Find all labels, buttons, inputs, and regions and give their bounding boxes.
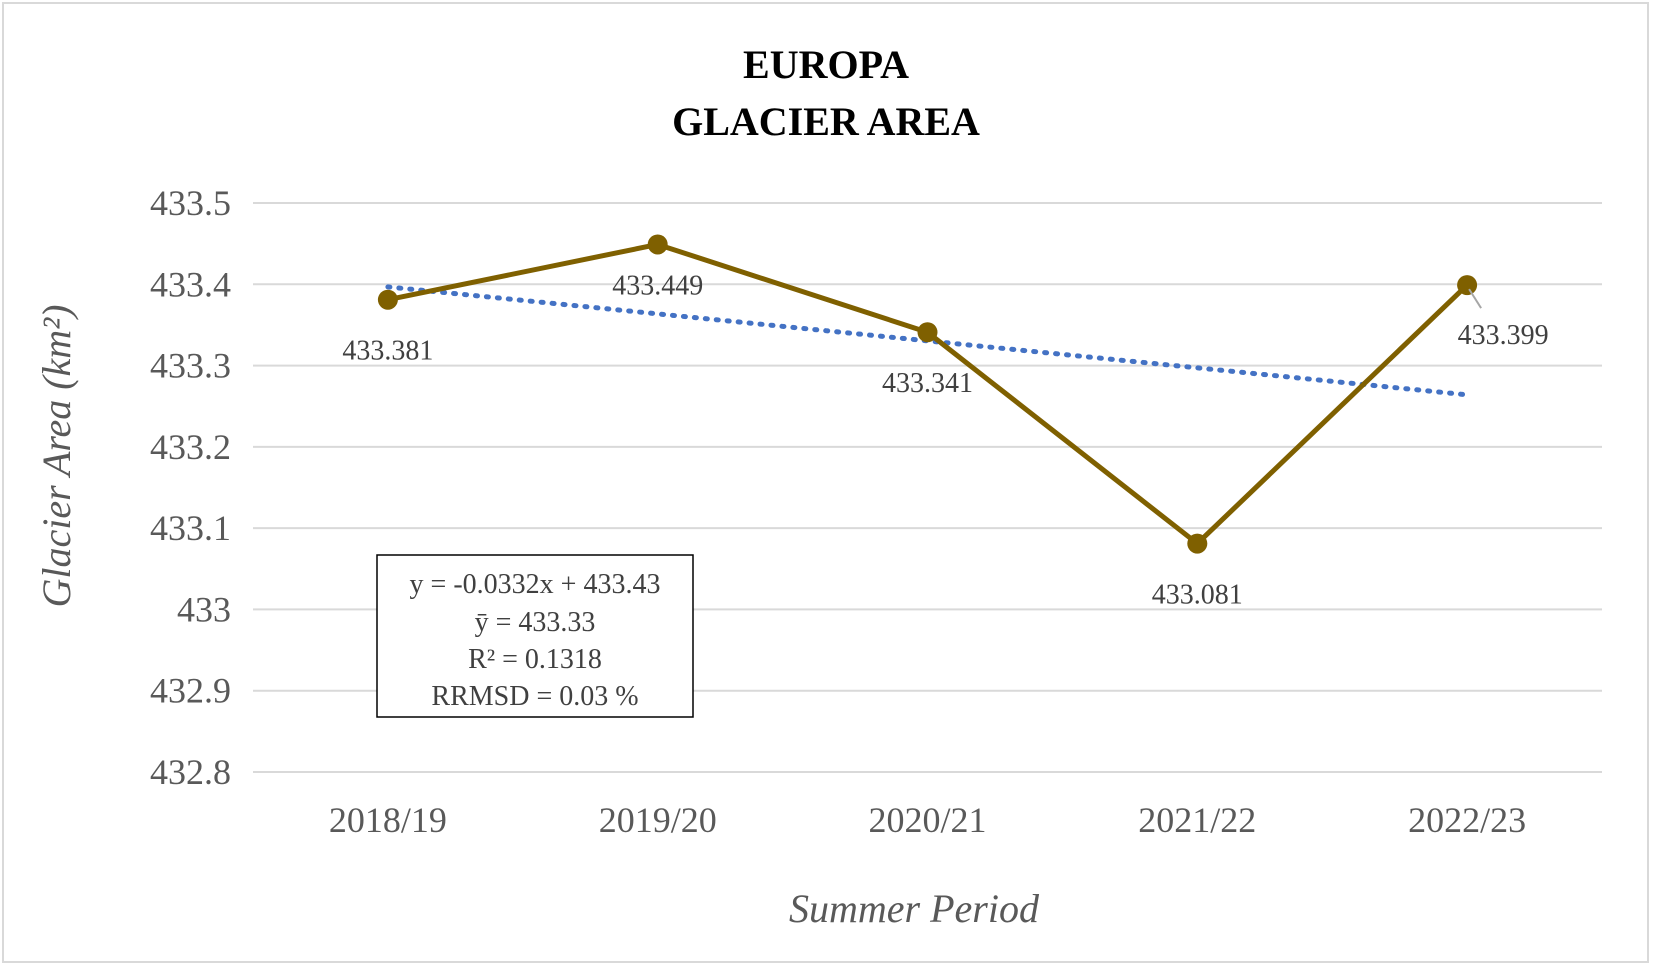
x-tick-label: 2022/23 [1408,800,1526,840]
y-tick-label: 433 [177,589,231,629]
x-tick-label: 2021/22 [1138,800,1256,840]
chart-title-line-1: EUROPA [743,42,909,87]
rrmsd-line: RRMSD = 0.03 % [431,681,638,712]
chart-title: EUROPA GLACIER AREA [672,42,980,144]
trendline-equation-box: y = -0.0332x + 433.43 ȳ = 433.33 R² = 0.… [376,554,694,718]
y-tick-label: 432.8 [150,752,231,792]
data-label: 433.399 [1458,320,1549,351]
data-label: 433.341 [882,368,973,399]
x-tick-label: 2018/19 [329,800,447,840]
y-tick-label: 432.9 [150,671,231,711]
mean-line: ȳ = 433.33 [475,607,596,638]
y-axis-tick-labels: 432.8 432.9 433 433.1 433.2 433.3 433.4 433.5 [150,183,231,792]
chart-title-line-2: GLACIER AREA [672,99,980,144]
x-tick-label: 2020/21 [868,800,986,840]
data-label: 433.381 [342,336,433,367]
y-tick-label: 433.5 [150,183,231,223]
r-squared-line: R² = 0.1318 [468,644,602,675]
data-point-marker [647,234,668,255]
y-tick-label: 433.1 [150,508,231,548]
data-point-marker [1457,275,1478,296]
series-line [377,234,1478,554]
data-labels: 433.381 433.449 433.341 433.081 433.399 [342,270,1548,610]
equation-box-border [376,554,694,718]
equation-line: y = -0.0332x + 433.43 [410,569,661,600]
data-label: 433.449 [612,270,703,301]
data-label: 433.081 [1152,580,1243,611]
x-tick-label: 2019/20 [599,800,717,840]
data-label-leader-line [1468,288,1482,309]
data-point-marker [917,322,938,343]
y-axis-title: Glacier Area (km²) [34,304,79,607]
data-point-marker [377,289,398,310]
data-point-marker [1187,533,1208,554]
y-tick-label: 433.2 [150,427,231,467]
x-axis-title: Summer Period [789,886,1040,931]
y-tick-label: 433.4 [150,264,231,304]
x-axis-tick-labels: 2018/19 2019/20 2020/21 2021/22 2022/23 [329,800,1526,840]
y-tick-label: 433.3 [150,346,231,386]
